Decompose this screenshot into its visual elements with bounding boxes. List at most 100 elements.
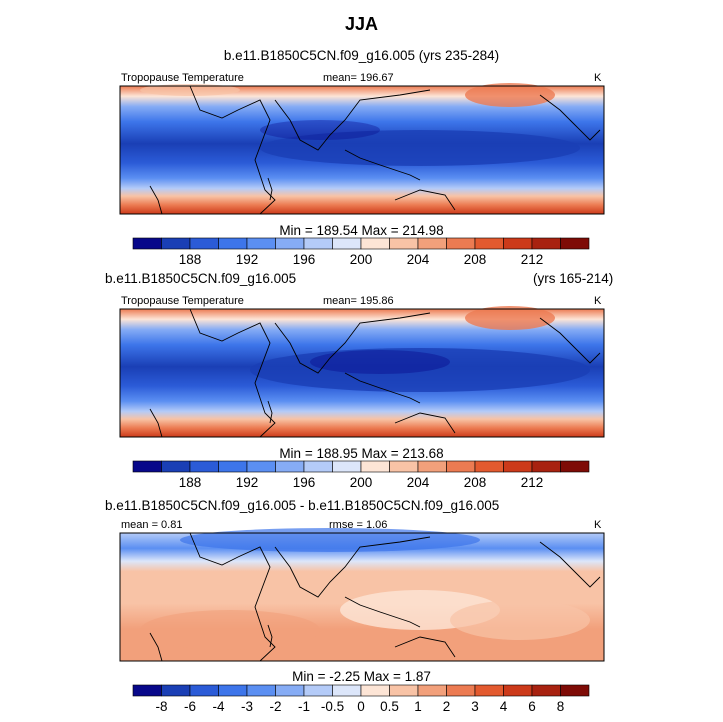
panel1-frame [119,85,605,215]
panel2-colorbar-swatch [246,460,276,473]
panel2-years: (yrs 165-214) [533,271,614,286]
panel3-colorbar-swatch [332,684,362,697]
panel1-colorbar: 188 192 196 200 204 208 212 [132,237,590,267]
panel3-colorbar-swatch [246,684,276,697]
panel2-colorbar-swatch [474,460,504,473]
panel2-colorbar-swatch [446,460,476,473]
panel3-subtitle: b.e11.B1850C5CN.f09_g16.005 - b.e11.B185… [105,498,500,513]
panel1-colorbar-tick-label: 196 [293,252,316,267]
panel1-colorbar-swatch [332,237,362,250]
panel3-colorbar-tick-label: 6 [528,699,536,714]
panel1-colorbar-swatch [303,237,333,250]
panel2-variable-label: Tropopause Temperature [121,295,244,307]
panel2-minmax: Min = 188.95 Max = 213.68 [279,446,444,461]
panel3-colorbar-tick-label: -1 [298,699,310,714]
panel1-colorbar-swatch [218,237,248,250]
panel3-colorbar-tick-label: -3 [241,699,253,714]
panel1-colorbar-swatch [446,237,476,250]
panel3-colorbar-tick-label: 0 [357,699,365,714]
panel2-coastlines [149,308,601,438]
panel3-colorbar-swatch [503,684,533,697]
panel2-colorbar-swatch [332,460,362,473]
panel3-frame [119,532,605,662]
panel3-colorbar-tick-label: -0.5 [321,699,344,714]
panel2-mean: mean= 195.86 [323,295,394,307]
panel3-mean: mean = 0.81 [121,519,183,531]
panel1-colorbar-swatch [189,237,219,250]
panel1-colorbar-tick-label: 212 [521,252,544,267]
panel2-colorbar-swatch [161,460,191,473]
panel3-colorbar: -8 -6 -4 -3 -2 -1 -0.5 0 0.5 1 2 3 4 6 8 [132,684,590,714]
panel2-colorbar-swatch [360,460,390,473]
panel3-colorbar-swatch [389,684,419,697]
panel1-minmax: Min = 189.54 Max = 214.98 [279,223,444,238]
panel3-colorbar-swatch [132,684,162,697]
panel2-colorbar-swatch [560,460,590,473]
panel1-colorbar-swatch [417,237,447,250]
panel2-colorbar-swatch [531,460,561,473]
panel2-colorbar-swatch [132,460,162,473]
panel1-colorbar-swatch [503,237,533,250]
panel3-colorbar-swatch [360,684,390,697]
panel1-coastlines [149,85,601,215]
panel3-map [119,528,605,662]
panel1-colorbar-swatch [560,237,590,250]
panel3-colorbar-tick-label: 3 [471,699,479,714]
panel3-colorbar-swatch [560,684,590,697]
panel2-colorbar-tick-label: 196 [293,475,316,490]
panel1-units: K [594,72,602,84]
panel2-colorbar-tick-label: 192 [236,475,259,490]
panel2-colorbar-swatch [303,460,333,473]
panel1-subtitle: b.e11.B1850C5CN.f09_g16.005 (yrs 235-284… [223,48,500,63]
panel1-colorbar-swatch [132,237,162,250]
panel2-colorbar-swatch [417,460,447,473]
panel3-colorbar-tick-label: 8 [557,699,565,714]
panel3-colorbar-tick-label: -6 [184,699,196,714]
panel2-colorbar-tick-label: 204 [407,475,430,490]
panel2-subtitle: b.e11.B1850C5CN.f09_g16.005 [105,271,297,286]
panel2-units: K [594,295,602,307]
panel1-colorbar-swatch [474,237,504,250]
panel3-units: K [594,519,602,531]
panel1-colorbar-tick-label: 200 [350,252,373,267]
panel2-colorbar-swatch [275,460,305,473]
panel1-variable-label: Tropopause Temperature [121,72,244,84]
panel2-colorbar: 188 192 196 200 204 208 212 [132,460,590,490]
panel3-minmax: Min = -2.25 Max = 1.87 [292,669,431,684]
panel3-colorbar-tick-label: 0.5 [380,699,399,714]
panel3-colorbar-swatch [446,684,476,697]
panel2-colorbar-swatch [503,460,533,473]
panel2-map [119,306,605,438]
panel3-coastlines [149,532,601,662]
panel3-colorbar-swatch [303,684,333,697]
panel1-colorbar-swatch [360,237,390,250]
panel3-colorbar-tick-label: -2 [269,699,281,714]
panel2-colorbar-tick-label: 200 [350,475,373,490]
panel2-colorbar-swatch [218,460,248,473]
panel3-colorbar-tick-label: 1 [414,699,422,714]
panel1-colorbar-swatch [531,237,561,250]
panel1-colorbar-tick-label: 192 [236,252,259,267]
panel3-rmse: rmse = 1.06 [329,519,388,531]
panel2-colorbar-tick-label: 208 [464,475,487,490]
panel1-colorbar-swatch [246,237,276,250]
panel2-frame [119,308,605,438]
panel3-colorbar-tick-label: 2 [443,699,451,714]
panel1-colorbar-tick-label: 204 [407,252,430,267]
panel2-colorbar-tick-label: 212 [521,475,544,490]
panel3-colorbar-swatch [474,684,504,697]
panel1-mean: mean= 196.67 [323,72,394,84]
panel1-colorbar-swatch [161,237,191,250]
panel3-colorbar-swatch [275,684,305,697]
panel3-colorbar-tick-label: -4 [212,699,224,714]
panel3-colorbar-swatch [417,684,447,697]
panel2-colorbar-tick-label: 188 [179,475,202,490]
panel2-colorbar-swatch [189,460,219,473]
panel1-colorbar-tick-label: 188 [179,252,202,267]
panel3-colorbar-tick-label: -8 [155,699,167,714]
panel3-colorbar-swatch [189,684,219,697]
panel1-colorbar-swatch [389,237,419,250]
panel1-colorbar-tick-label: 208 [464,252,487,267]
panel2-colorbar-swatch [389,460,419,473]
